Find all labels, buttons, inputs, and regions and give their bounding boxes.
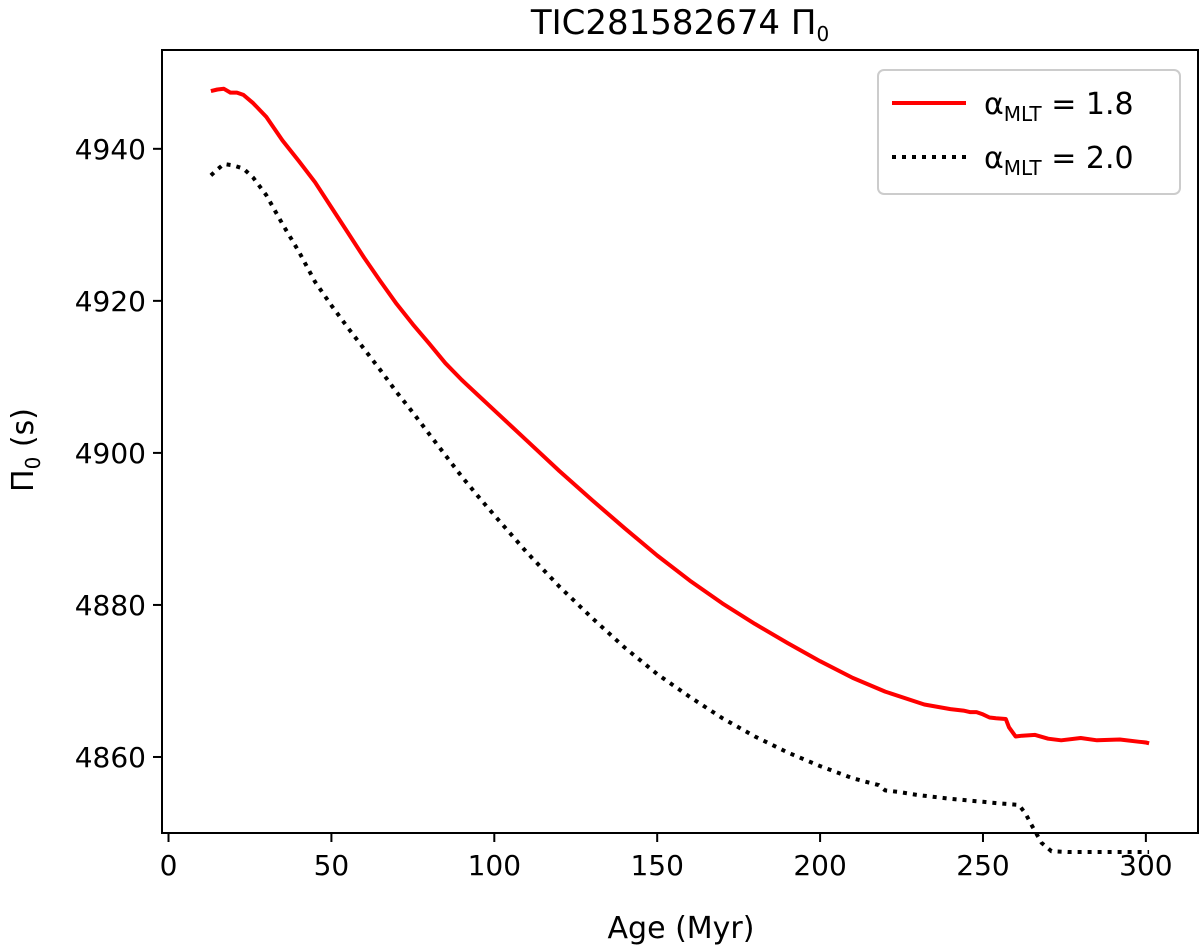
legend-label-alpha-2-0: αMLT = 2.0 bbox=[984, 141, 1134, 180]
y-tick-label: 4940 bbox=[75, 133, 146, 166]
y-tick-label: 4900 bbox=[75, 437, 146, 470]
x-tick-label: 300 bbox=[1119, 849, 1172, 882]
x-tick-label: 100 bbox=[468, 849, 521, 882]
y-axis-title: Π0 (s) bbox=[6, 408, 45, 492]
x-tick-label: 50 bbox=[314, 849, 350, 882]
series-line-alpha-1-8 bbox=[210, 86, 1150, 746]
series-layer bbox=[209, 86, 1150, 854]
legend-label-alpha-1-8: αMLT = 1.8 bbox=[984, 87, 1134, 126]
plot-frame bbox=[161, 49, 1199, 834]
axes-layer: 0 50 100 150 200 250 300 4860 4880 4900 4920 4940 bbox=[75, 49, 1199, 882]
y-tick-label: 4880 bbox=[75, 589, 146, 622]
y-tick-label: 4860 bbox=[75, 741, 146, 774]
x-tick-label: 200 bbox=[793, 849, 846, 882]
x-tick-label: 150 bbox=[630, 849, 683, 882]
legend: αMLT = 1.8 αMLT = 2.0 bbox=[877, 69, 1181, 195]
y-tick-label: 4920 bbox=[75, 285, 146, 318]
x-tick-label: 0 bbox=[160, 849, 178, 882]
x-tick-label: 250 bbox=[956, 849, 1009, 882]
chart-title: TIC281582674 Π0 bbox=[530, 3, 829, 46]
x-axis-title: Age (Myr) bbox=[608, 911, 755, 946]
